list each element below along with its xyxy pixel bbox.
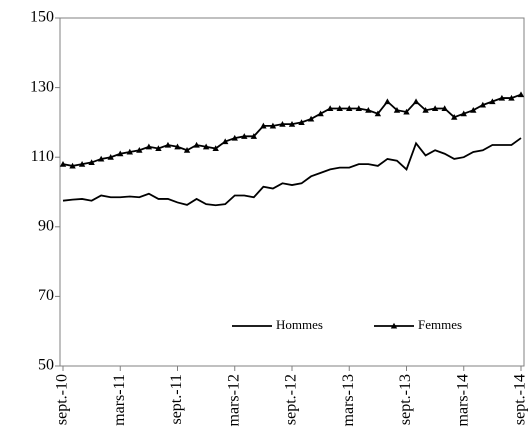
marker — [470, 107, 477, 113]
marker — [460, 110, 467, 117]
series-line — [62, 93, 522, 167]
marker — [431, 105, 439, 112]
y-tick-label: 130 — [30, 78, 54, 95]
marker — [136, 147, 143, 153]
y-tick-label: 150 — [30, 9, 54, 26]
marker — [336, 105, 343, 112]
marker — [298, 119, 305, 125]
marker — [212, 145, 219, 152]
marker — [355, 105, 362, 112]
marker — [269, 122, 277, 129]
marker — [451, 113, 458, 120]
marker — [260, 122, 267, 129]
marker — [78, 160, 86, 167]
marker — [145, 143, 153, 150]
legend-label: Hommes — [276, 317, 323, 332]
marker — [489, 98, 496, 105]
marker — [183, 147, 191, 153]
marker — [222, 138, 229, 145]
y-tick-label: 110 — [31, 148, 54, 165]
x-tick-label: sept.-13 — [397, 374, 414, 425]
marker — [174, 143, 181, 150]
series-line — [62, 137, 522, 207]
marker — [59, 160, 67, 167]
marker — [117, 150, 124, 157]
marker — [498, 94, 506, 101]
marker — [412, 98, 420, 105]
marker — [250, 133, 258, 139]
marker — [403, 108, 410, 115]
marker — [393, 107, 401, 113]
x-tick-label: sept.-10 — [54, 374, 71, 425]
marker — [231, 134, 238, 141]
y-tick-label: 70 — [38, 287, 54, 304]
marker — [97, 155, 105, 162]
plot-frame — [59, 17, 525, 367]
legend-label: Femmes — [418, 317, 462, 332]
marker — [422, 107, 429, 113]
marker — [479, 101, 487, 108]
marker — [374, 110, 382, 117]
marker — [88, 159, 95, 165]
marker — [202, 143, 210, 150]
marker — [288, 120, 296, 127]
marker — [126, 148, 133, 155]
marker — [365, 107, 372, 113]
marker — [279, 120, 286, 127]
legend-marker — [390, 322, 398, 329]
marker — [346, 105, 353, 112]
marker — [384, 98, 391, 105]
marker — [193, 141, 200, 148]
x-tick-label: mars-12 — [225, 374, 242, 426]
marker — [326, 105, 334, 112]
x-tick-label: mars-13 — [340, 374, 357, 426]
x-tick-label: mars-11 — [111, 374, 128, 426]
marker — [69, 162, 76, 169]
marker — [241, 133, 248, 139]
marker — [155, 145, 162, 152]
marker — [508, 94, 515, 101]
y-tick-label: 50 — [38, 357, 54, 374]
x-tick-label: sept.-11 — [168, 374, 185, 425]
marker — [317, 110, 324, 117]
x-tick-label: mars-14 — [454, 374, 471, 426]
y-tick-label: 90 — [38, 217, 54, 234]
marker — [164, 141, 172, 148]
x-tick-label: sept.-12 — [283, 374, 300, 425]
marker — [441, 105, 448, 112]
marker — [307, 115, 315, 122]
marker — [517, 91, 525, 98]
marker — [107, 154, 114, 160]
x-tick-label: sept.-14 — [512, 374, 529, 425]
